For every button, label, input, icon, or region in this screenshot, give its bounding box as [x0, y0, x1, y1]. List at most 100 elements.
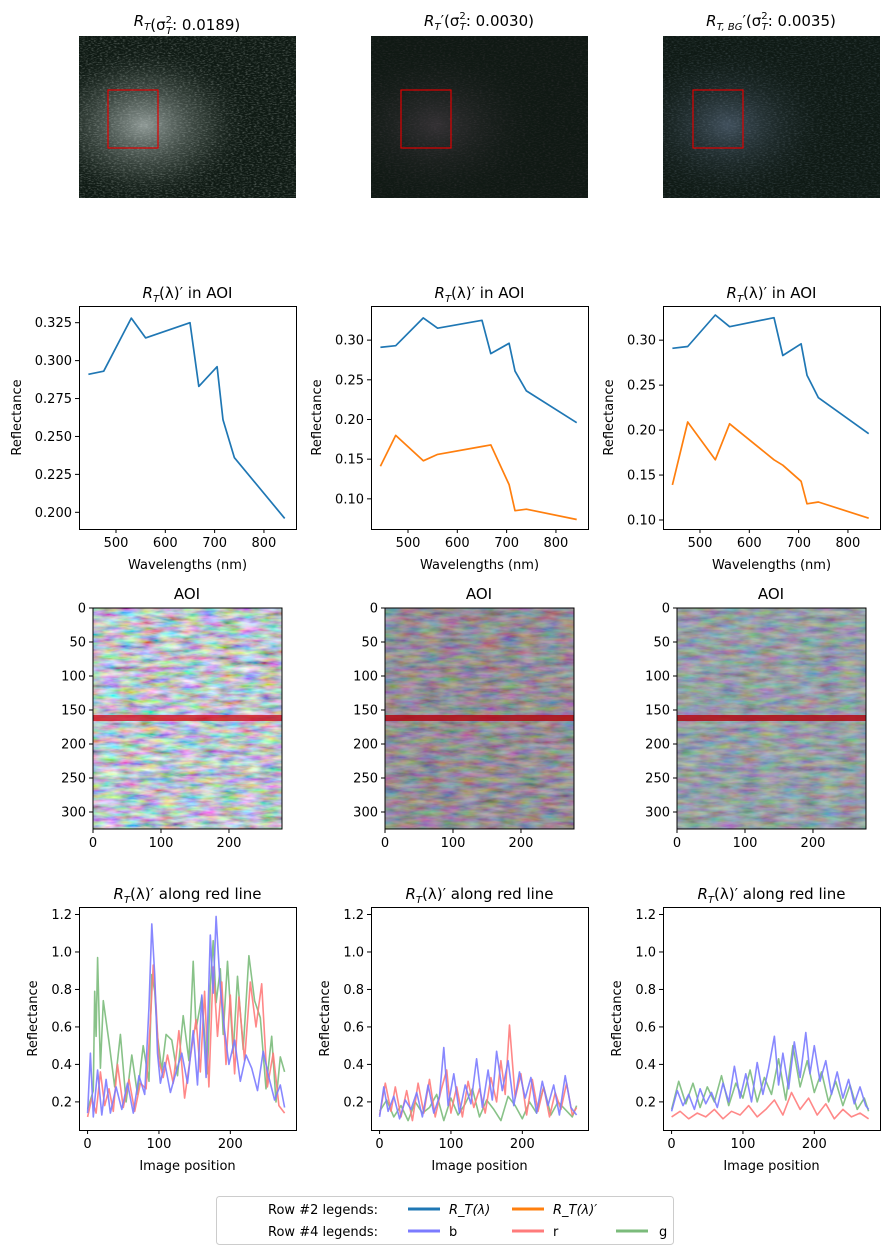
x-axis-label-5: Image position [723, 1159, 819, 1174]
aoi-frame-1 [92, 607, 283, 830]
x-tick-label-4-0: 0 [375, 1137, 383, 1152]
series-line-r-5 [671, 1091, 870, 1120]
legend-b-text: b [449, 1225, 457, 1240]
chart-title-0: RT(λ)′ in AOI [143, 284, 233, 305]
y-tick-label-2-2: 0.20 [627, 424, 656, 439]
aoi-y-tick-label-2-3: 150 [645, 704, 670, 719]
aoi-panel-3: AOI [676, 585, 867, 830]
y-tick-label-3-5: 1.2 [51, 908, 72, 923]
x-tick-label-1-2: 700 [494, 536, 519, 551]
series-line-b-3 [86, 915, 286, 1118]
y-tick-label-3-3: 0.8 [51, 983, 72, 998]
chart-title-rest-1: (λ)′ in AOI [451, 284, 524, 302]
y-tick-label-0-2: 0.250 [35, 430, 72, 445]
y-tick-label-5-1: 0.4 [635, 1058, 656, 1073]
chart-title-rest-3: (λ)′ along red line [130, 885, 262, 903]
aoi-title-1: AOI [174, 585, 200, 603]
aoi-x-tick-label-1-2: 200 [509, 836, 534, 851]
plot-frame-3 [79, 907, 297, 1131]
row1-title-3: RT, BG′(σ2 T: 0.0035) [706, 11, 836, 33]
aoi-y-tick-label-2-4: 200 [645, 738, 670, 753]
series-line-rt-2 [672, 314, 870, 435]
row1-panel-2: RT′(σ2 T: 0.0030) [371, 11, 588, 198]
x-tick-label-4-1: 100 [439, 1137, 464, 1152]
y-axis-label-5: Reflectance [610, 980, 625, 1056]
y-tick-label-4-4: 1.0 [343, 945, 364, 960]
chart-title-3: RT(λ)′ along red line [113, 885, 261, 906]
x-axis-label-4: Image position [431, 1159, 527, 1174]
chart-title-r-1: R [435, 284, 445, 302]
y-tick-label-5-5: 1.2 [635, 908, 656, 923]
legend-row2-label: Row #2 legends: [268, 1203, 378, 1218]
y-tick-label-0-0: 0.200 [35, 506, 72, 521]
chart-title-sub-0: T [153, 294, 160, 305]
chart-title-sub-3: T [124, 895, 131, 906]
series-line-rtp-2 [671, 421, 869, 520]
chart-title-sub-4: T [416, 895, 423, 906]
plot-frame-2 [663, 306, 881, 530]
aoi-y-tick-label-0-5: 250 [61, 772, 86, 787]
aoi-panel-2: AOI [384, 585, 575, 830]
aoi-frame-2 [384, 607, 575, 830]
aoi-x-tick-label-1-0: 0 [381, 836, 389, 851]
aoi-panel-1: AOI [92, 585, 283, 830]
chart-title-2: RT(λ)′ in AOI [727, 284, 817, 305]
chart-title-sub-5: T [708, 895, 715, 906]
chart-title-4: RT(λ)′ along red line [405, 885, 553, 906]
x-tick-label-0-3: 800 [252, 536, 277, 551]
x-tick-label-5-2: 200 [802, 1137, 827, 1152]
y-tick-label-4-3: 0.8 [343, 983, 364, 998]
x-tick-label-2-0: 500 [688, 536, 713, 551]
y-tick-label-1-2: 0.20 [335, 413, 364, 428]
y-axis-label-0: Reflectance [10, 379, 25, 455]
aoi-x-tick-label-0-1: 100 [149, 836, 174, 851]
y-tick-label-0-3: 0.275 [35, 392, 72, 407]
x-tick-label-3-1: 100 [147, 1137, 172, 1152]
aoi-y-tick-label-1-5: 250 [353, 772, 378, 787]
y-tick-label-1-1: 0.15 [335, 453, 364, 468]
y-tick-label-5-2: 0.6 [635, 1020, 656, 1035]
y-axis-label-2: Reflectance [602, 379, 617, 455]
x-tick-label-1-3: 800 [544, 536, 569, 551]
aoi-y-tick-label-1-0: 0 [370, 602, 378, 617]
aoi-frame-3 [676, 607, 867, 830]
x-tick-label-3-0: 0 [83, 1137, 91, 1152]
aoi-y-tick-label-2-2: 100 [645, 670, 670, 685]
x-axis-label-1: Wavelengths (nm) [420, 558, 539, 573]
plot-frame-5 [663, 907, 881, 1131]
plot-frame-0 [79, 306, 297, 530]
y-tick-label-4-0: 0.2 [343, 1095, 364, 1110]
series-line-g-3 [86, 939, 286, 1110]
row1-title-1: RT(σ2 T: 0.0189) [134, 12, 241, 37]
legend-rtp-text: R_T(λ)′ [553, 1203, 597, 1218]
aoi-y-tick-label-2-0: 0 [662, 602, 670, 617]
aoi-y-tick-label-1-6: 300 [353, 806, 378, 821]
y-tick-label-4-2: 0.6 [343, 1020, 364, 1035]
aoi-x-tick-label-2-1: 100 [733, 836, 758, 851]
aoi-redline-1 [93, 715, 282, 721]
x-tick-label-3-2: 200 [218, 1137, 243, 1152]
chart-row2-col3: RT(λ)′ in AOI 500 600 700 800 0.10 0.15 0.20 0.2… [602, 284, 881, 573]
plot-frame-1 [371, 306, 589, 530]
aoi-y-tick-label-0-0: 0 [78, 602, 86, 617]
chart-title-r-4: R [405, 885, 415, 903]
series-line-b-5 [670, 1031, 870, 1112]
x-tick-label-1-0: 500 [396, 536, 421, 551]
photo-rtp-roi-box [400, 89, 452, 149]
aoi-x-tick-label-0-2: 200 [217, 836, 242, 851]
aoi-y-tick-label-0-6: 300 [61, 806, 86, 821]
aoi-x-tick-label-0-0: 0 [89, 836, 97, 851]
aoi-y-tick-label-0-3: 150 [61, 704, 86, 719]
series-line-r-3 [86, 964, 286, 1118]
y-tick-label-3-1: 0.4 [51, 1058, 72, 1073]
aoi-redline-2 [385, 715, 574, 721]
x-axis-label-3: Image position [139, 1159, 235, 1174]
chart-title-rest-5: (λ)′ along red line [714, 885, 846, 903]
x-tick-label-2-3: 800 [836, 536, 861, 551]
chart-title-sub-2: T [737, 294, 744, 305]
legend: Row #2 legends: Row #4 legends: R_T(λ) R… [216, 1196, 674, 1245]
